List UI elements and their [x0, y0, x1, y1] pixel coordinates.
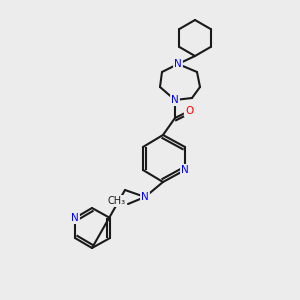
Text: N: N — [141, 192, 149, 202]
Text: N: N — [181, 165, 189, 175]
Text: CH₃: CH₃ — [108, 196, 126, 206]
Text: O: O — [185, 106, 193, 116]
Text: N: N — [174, 59, 182, 69]
Text: N: N — [171, 95, 179, 105]
Text: N: N — [71, 213, 79, 223]
